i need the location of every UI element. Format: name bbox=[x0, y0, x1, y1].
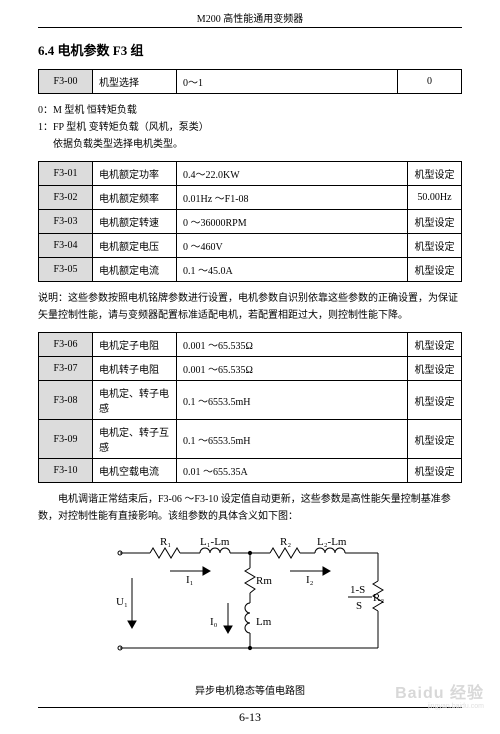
table-row: F3-09电机定、转子互感0.1 ～6553.5mH机型设定 bbox=[39, 420, 462, 459]
doc-header-title: M200 高性能通用变频器 bbox=[38, 10, 462, 25]
header-rule bbox=[38, 27, 462, 28]
param-code: F3-00 bbox=[39, 70, 93, 94]
page: M200 高性能通用变频器 6.4 电机参数 F3 组 F3-00 机型选择 0… bbox=[0, 0, 500, 734]
table-row: F3-05电机额定电流0.1 ～45.0A机型设定 bbox=[39, 258, 462, 282]
param-code: F3-07 bbox=[39, 357, 93, 381]
param-setting: 机型设定 bbox=[408, 357, 462, 381]
param-range: 0 ～36000RPM bbox=[177, 210, 408, 234]
table-row: F3-02电机额定频率0.01Hz ～F1-0850.00Hz bbox=[39, 186, 462, 210]
param-table-3: F3-06电机定子电阻0.001 ～65.535Ω机型设定F3-07电机转子电阻… bbox=[38, 332, 462, 483]
param-setting: 机型设定 bbox=[408, 420, 462, 459]
param-code: F3-01 bbox=[39, 162, 93, 186]
note-line: 依据负载类型选择电机类型。 bbox=[38, 136, 462, 153]
watermark-main: Baidu 经验 bbox=[395, 685, 484, 702]
param-setting: 机型设定 bbox=[408, 381, 462, 420]
param-setting: 机型设定 bbox=[408, 333, 462, 357]
label-R1: R₁ bbox=[160, 536, 171, 548]
circuit-diagram: R₁ L₁-Lm R₂ L₂-Lm Rm Lm I₁ I₂ I₀ U₁ 1-S … bbox=[38, 533, 462, 697]
table-row: F3-10电机空载电流0.01 ～655.35A机型设定 bbox=[39, 459, 462, 483]
table-row: F3-08电机定、转子电感0.1 ～6553.5mH机型设定 bbox=[39, 381, 462, 420]
param-code: F3-03 bbox=[39, 210, 93, 234]
watermark-sub: jingyan.baidu.com bbox=[395, 703, 484, 710]
section-title: 6.4 电机参数 F3 组 bbox=[38, 40, 462, 59]
param-setting: 机型设定 bbox=[408, 234, 462, 258]
param-code: F3-05 bbox=[39, 258, 93, 282]
param-name: 电机定子电阻 bbox=[93, 333, 177, 357]
label-Rm: Rm bbox=[256, 575, 272, 587]
table-row: F3-04电机额定电压0 ～460V机型设定 bbox=[39, 234, 462, 258]
watermark: Baidu 经验 jingyan.baidu.com bbox=[395, 679, 484, 710]
label-L1Lm: L₁-Lm bbox=[200, 536, 230, 548]
param-range: 0～1 bbox=[177, 70, 398, 94]
param-setting: 机型设定 bbox=[408, 258, 462, 282]
param-setting: 机型设定 bbox=[408, 210, 462, 234]
table-row: F3-07电机转子电阻0.001 ～65.535Ω机型设定 bbox=[39, 357, 462, 381]
label-slip-den: S bbox=[356, 600, 362, 612]
notes-block-1: 0：M 型机 恒转矩负载 1：FP 型机 变转矩负载（风机，泵类） 依据负载类型… bbox=[38, 102, 462, 153]
param-name: 电机额定电压 bbox=[93, 234, 177, 258]
param-name: 机型选择 bbox=[93, 70, 177, 94]
table-row: F3-03电机额定转速0 ～36000RPM机型设定 bbox=[39, 210, 462, 234]
table-row: F3-06电机定子电阻0.001 ～65.535Ω机型设定 bbox=[39, 333, 462, 357]
param-name: 电机额定功率 bbox=[93, 162, 177, 186]
param-range: 0.1 ～6553.5mH bbox=[177, 420, 408, 459]
param-name: 电机额定转速 bbox=[93, 210, 177, 234]
table-row: F3-01电机额定功率0.4～22.0KW机型设定 bbox=[39, 162, 462, 186]
param-range: 0.01 ～655.35A bbox=[177, 459, 408, 483]
param-range: 0.1 ～6553.5mH bbox=[177, 381, 408, 420]
label-I2: I₂ bbox=[306, 574, 314, 586]
label-I0: I₀ bbox=[210, 616, 218, 628]
label-I1: I₁ bbox=[186, 574, 194, 586]
param-range: 0 ～460V bbox=[177, 234, 408, 258]
label-Lm: Lm bbox=[256, 616, 272, 628]
param-setting: 机型设定 bbox=[408, 459, 462, 483]
param-range: 0.001 ～65.535Ω bbox=[177, 357, 408, 381]
param-name: 电机额定频率 bbox=[93, 186, 177, 210]
param-range: 0.01Hz ～F1-08 bbox=[177, 186, 408, 210]
param-name: 电机转子电阻 bbox=[93, 357, 177, 381]
param-name: 电机定、转子互感 bbox=[93, 420, 177, 459]
param-code: F3-10 bbox=[39, 459, 93, 483]
param-table-2: F3-01电机额定功率0.4～22.0KW机型设定F3-02电机额定频率0.01… bbox=[38, 161, 462, 282]
note-line: 0：M 型机 恒转矩负载 bbox=[38, 102, 462, 119]
notes-block-3: 电机调谐正常结束后，F3-06 ～F3-10 设定值自动更新，这些参数是高性能矢… bbox=[38, 491, 462, 525]
param-setting: 50.00Hz bbox=[408, 186, 462, 210]
param-range: 0.1 ～45.0A bbox=[177, 258, 408, 282]
param-default: 0 bbox=[398, 70, 462, 94]
param-table-1: F3-00 机型选择 0～1 0 bbox=[38, 69, 462, 94]
param-code: F3-04 bbox=[39, 234, 93, 258]
table-row: F3-00 机型选择 0～1 0 bbox=[39, 70, 462, 94]
param-setting: 机型设定 bbox=[408, 162, 462, 186]
label-slip-R2: R₂ bbox=[373, 592, 384, 604]
param-name: 电机定、转子电感 bbox=[93, 381, 177, 420]
param-name: 电机空载电流 bbox=[93, 459, 177, 483]
notes-block-2: 说明：这些参数按照电机铭牌参数进行设置，电机参数自识别依靠这些参数的正确设置，为… bbox=[38, 290, 462, 324]
param-range: 0.4～22.0KW bbox=[177, 162, 408, 186]
param-code: F3-08 bbox=[39, 381, 93, 420]
label-slip-num: 1-S bbox=[350, 584, 365, 596]
param-name: 电机额定电流 bbox=[93, 258, 177, 282]
label-L2Lm: L₂-Lm bbox=[317, 536, 347, 548]
param-code: F3-09 bbox=[39, 420, 93, 459]
page-number: 6-13 bbox=[38, 710, 462, 725]
label-R2: R₂ bbox=[280, 536, 291, 548]
label-U1: U₁ bbox=[116, 596, 128, 608]
note-line: 1：FP 型机 变转矩负载（风机，泵类） bbox=[38, 119, 462, 136]
param-code: F3-02 bbox=[39, 186, 93, 210]
param-range: 0.001 ～65.535Ω bbox=[177, 333, 408, 357]
param-code: F3-06 bbox=[39, 333, 93, 357]
